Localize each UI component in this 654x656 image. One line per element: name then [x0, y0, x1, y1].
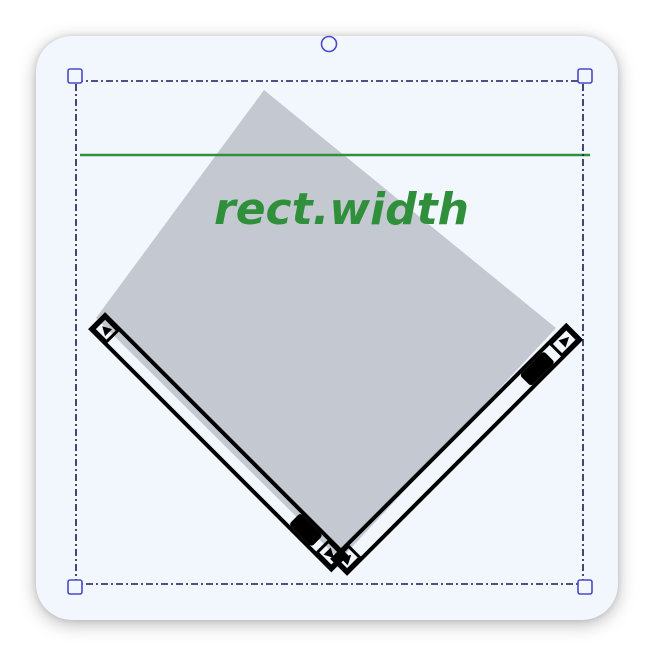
left-scrollbar-start-button[interactable]	[91, 315, 120, 344]
diamond-shape[interactable]	[96, 90, 556, 560]
right-scrollbar-start-button[interactable]	[333, 544, 362, 573]
right-scrollbar-thumb[interactable]	[520, 351, 555, 386]
right-scrollbar-end-button[interactable]	[548, 326, 580, 358]
selection-box	[75, 80, 584, 585]
width-label: rect.width	[214, 184, 469, 235]
right-scrollbar[interactable]	[330, 322, 584, 576]
left-scrollbar-thumb[interactable]	[289, 513, 323, 547]
resize-handle-top-left[interactable]	[67, 68, 83, 84]
resize-handle-bottom-left[interactable]	[67, 579, 83, 595]
resize-handle-bottom-right[interactable]	[577, 579, 593, 595]
resize-handle-top-right[interactable]	[577, 68, 593, 84]
right-scrollbar-start-arrow-icon	[340, 554, 352, 566]
rotate-handle[interactable]	[320, 35, 338, 53]
left-scrollbar-start-arrow-icon	[102, 326, 113, 337]
right-scrollbar-track[interactable]	[330, 322, 584, 576]
